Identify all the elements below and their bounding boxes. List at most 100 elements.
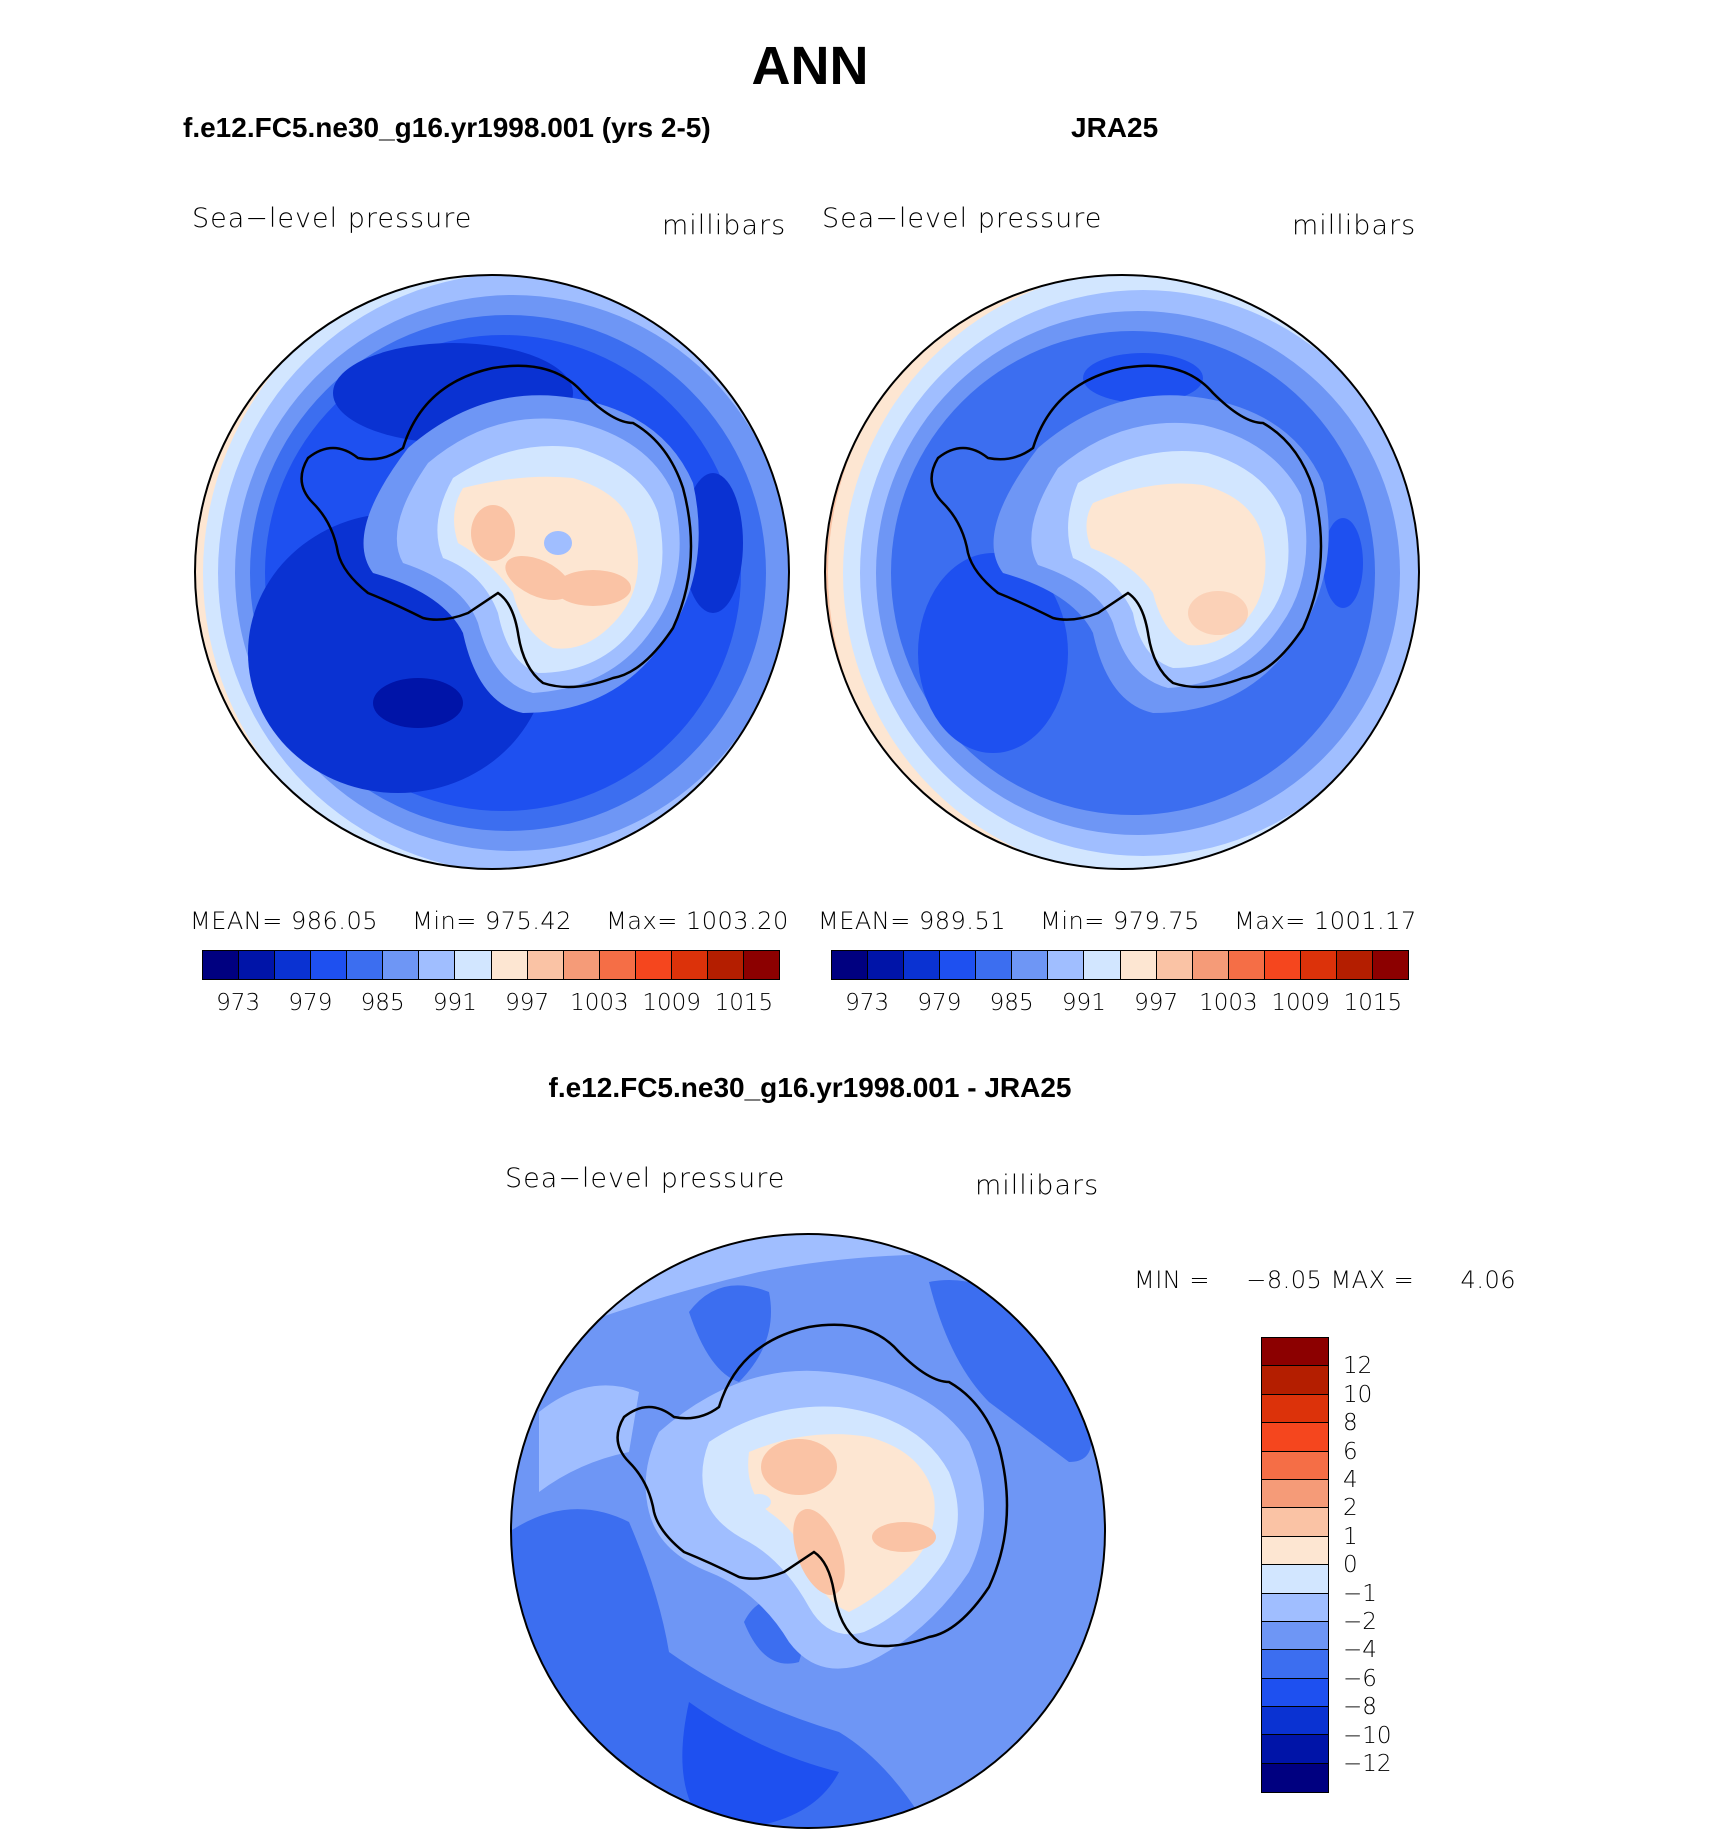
diff-colorbar-cell — [1262, 1735, 1328, 1764]
model-max-label: Max= — [606, 907, 678, 935]
obs-max-label: Max= — [1234, 907, 1306, 935]
figure-title: ANN — [751, 36, 869, 96]
model-min-label: Min= — [412, 907, 477, 935]
obs-mean-value: 989.51 — [919, 907, 1006, 935]
obs-colorbar: 973 979 985 991 997 1003 1009 1015 — [831, 950, 1409, 1020]
model-colorbar-cell — [671, 951, 708, 979]
diff-colorbar-cell — [1262, 1565, 1328, 1594]
diff-colorbar-cell — [1262, 1394, 1328, 1424]
model-colorbar-cell — [347, 951, 384, 979]
diff-colorbar-cell — [1262, 1763, 1328, 1793]
obs-colorbar-cell — [940, 951, 977, 979]
model-colorbar-cell — [491, 951, 528, 979]
model-mean-label: MEAN= — [190, 907, 283, 935]
diff-colorbar: 12 10 8 6 4 2 1 0 −1 −2 −4 −6 −8 −10 −12 — [1261, 1337, 1461, 1797]
model-max-value: 1003.20 — [685, 907, 789, 935]
model-colorbar-cell — [203, 951, 240, 979]
diff-max-label: MAX = — [1330, 1266, 1415, 1294]
diff-colorbar-tick-label: −4 — [1343, 1637, 1377, 1664]
diff-colorbar-tick-label: 2 — [1343, 1495, 1358, 1522]
model-colorbar-cell — [311, 951, 348, 979]
diff-colorbar-cell — [1262, 1479, 1328, 1509]
diff-colorbar-tick-label: 1 — [1343, 1523, 1358, 1550]
model-colorbar-cell — [275, 951, 312, 979]
model-polar-map — [194, 274, 790, 870]
diff-colorbar-tick-label: 6 — [1343, 1438, 1358, 1465]
obs-colorbar-cell — [1372, 951, 1408, 979]
diff-max-value: 4.06 — [1460, 1266, 1516, 1294]
diff-colorbar-tick-label: −6 — [1343, 1665, 1377, 1692]
diff-colorbar-cell — [1262, 1451, 1328, 1480]
model-colorbar-tick-label: 991 — [432, 990, 477, 1016]
obs-colorbar-cell — [1048, 951, 1085, 979]
obs-colorbar-cell — [868, 951, 905, 979]
diff-stats: MIN = −8.05 MAX = 4.06 — [1134, 1266, 1516, 1294]
diff-colorbar-tick-label: −12 — [1343, 1751, 1392, 1777]
obs-colorbar-cells — [831, 950, 1409, 980]
model-colorbar: 973 979 985 991 997 1003 1009 1015 — [202, 950, 780, 1020]
diff-colorbar-tick-label: −1 — [1343, 1580, 1377, 1607]
diff-colorbar-cell — [1262, 1593, 1328, 1622]
diff-colorbar-tick-label: 10 — [1343, 1381, 1373, 1408]
diff-colorbar-tick-label: 8 — [1343, 1410, 1358, 1437]
model-colorbar-tick-label: 997 — [505, 990, 550, 1016]
diff-colorbar-cells — [1261, 1337, 1329, 1794]
model-colorbar-cell — [383, 951, 420, 979]
obs-colorbar-tick-label: 1003 — [1199, 990, 1258, 1016]
model-colorbar-tick-label: 985 — [360, 990, 405, 1016]
diff-colorbar-tick-label: 4 — [1343, 1467, 1358, 1493]
diff-colorbar-cell — [1262, 1707, 1328, 1736]
diff-colorbar-cell — [1262, 1366, 1328, 1395]
model-stats: MEAN= 986.05 Min= 975.42 Max= 1003.20 — [190, 907, 789, 935]
obs-polar-map — [824, 274, 1420, 870]
diff-colorbar-tick-label: 0 — [1343, 1552, 1358, 1579]
obs-panel-title: JRA25 — [1071, 112, 1159, 143]
model-panel-title: f.e12.FC5.ne30_g16.yr1998.001 (yrs 2-5) — [183, 112, 711, 143]
diff-colorbar-tick-label: −10 — [1343, 1722, 1392, 1749]
model-colorbar-cell — [707, 951, 744, 979]
obs-colorbar-tick-label: 1015 — [1343, 990, 1403, 1016]
diff-colorbar-tick-label: −2 — [1343, 1609, 1377, 1635]
model-colorbar-cell — [563, 951, 600, 979]
obs-colorbar-tick-label: 1009 — [1271, 990, 1330, 1016]
diff-colorbar-cell — [1262, 1508, 1328, 1537]
model-variable-label: Sea−level pressure — [192, 203, 473, 234]
model-colorbar-cell — [239, 951, 276, 979]
obs-colorbar-cell — [832, 951, 869, 979]
diff-colorbar-cell — [1262, 1678, 1328, 1708]
obs-colorbar-cell — [1120, 951, 1157, 979]
model-colorbar-tick-label: 1015 — [714, 990, 774, 1016]
model-units-label: millibars — [662, 210, 787, 241]
obs-colorbar-tick-label: 991 — [1061, 990, 1106, 1016]
model-colorbar-cell — [743, 951, 779, 979]
obs-max-value: 1001.17 — [1313, 907, 1417, 935]
obs-colorbar-cell — [1192, 951, 1229, 979]
obs-colorbar-cell — [1228, 951, 1265, 979]
model-colorbar-cell — [419, 951, 456, 979]
diff-colorbar-tick-label: 12 — [1343, 1353, 1373, 1380]
diff-colorbar-cell — [1262, 1650, 1328, 1679]
obs-colorbar-cell — [1084, 951, 1121, 979]
obs-colorbar-cell — [1300, 951, 1337, 979]
obs-colorbar-cell — [1336, 951, 1373, 979]
model-colorbar-tick-label: 979 — [288, 990, 333, 1016]
obs-colorbar-cell — [976, 951, 1013, 979]
diff-colorbar-cell — [1262, 1423, 1328, 1452]
diff-min-value: −8.05 — [1246, 1266, 1323, 1294]
model-colorbar-cell — [635, 951, 672, 979]
obs-stats: MEAN= 989.51 Min= 979.75 Max= 1001.17 — [818, 907, 1417, 935]
obs-colorbar-cell — [904, 951, 941, 979]
diff-units-label: millibars — [975, 1170, 1100, 1201]
obs-colorbar-cell — [1156, 951, 1193, 979]
model-colorbar-tick-label: 1009 — [642, 990, 701, 1016]
obs-colorbar-cell — [1012, 951, 1049, 979]
obs-mean-label: MEAN= — [818, 907, 911, 935]
model-colorbar-cells — [202, 950, 780, 980]
model-colorbar-tick-label: 973 — [216, 990, 261, 1016]
model-colorbar-tick-label: 1003 — [570, 990, 629, 1016]
obs-min-label: Min= — [1040, 907, 1105, 935]
obs-colorbar-tick-label: 973 — [845, 990, 890, 1016]
model-colorbar-cell — [599, 951, 636, 979]
obs-units-label: millibars — [1292, 210, 1417, 241]
obs-colorbar-tick-label: 985 — [989, 990, 1034, 1016]
